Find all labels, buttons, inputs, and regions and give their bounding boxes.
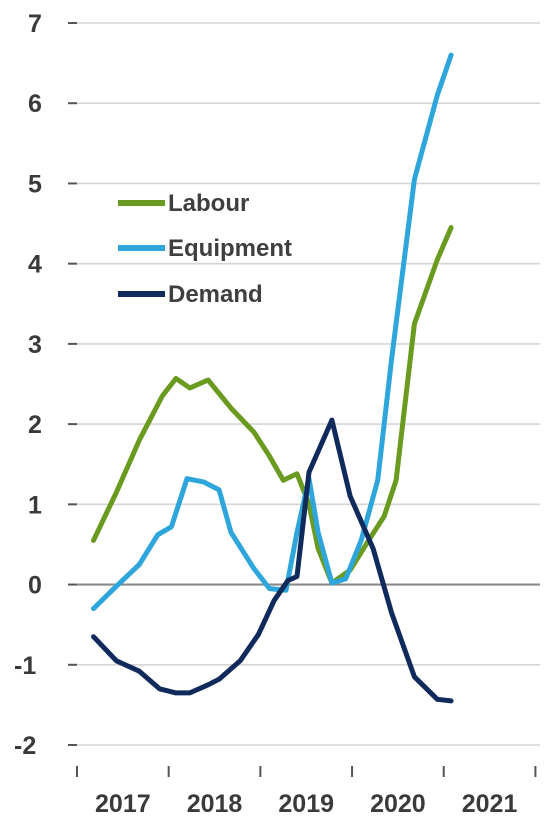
x-category-label: 2019 [278, 790, 334, 818]
y-tick-label: 2 [28, 411, 42, 439]
x-category-label: 2017 [95, 790, 151, 818]
y-tick-label: 0 [28, 572, 42, 600]
legend-label-labour: Labour [168, 190, 249, 217]
y-tick-label: 3 [28, 331, 42, 359]
axis-layer: 7 6 5 4 3 2 1 0 -1 -2 2017 2018 2019 2020 2021 [14, 10, 537, 818]
y-tick-label: 5 [28, 170, 42, 198]
y-tick-label: 4 [28, 251, 42, 279]
y-tick-label: -2 [14, 732, 36, 760]
y-tick-label: 7 [28, 10, 42, 38]
x-category-label: 2018 [187, 790, 243, 818]
y-tick-label: 1 [28, 491, 42, 519]
series-line-equipment [91, 52, 454, 612]
series-line-demand [91, 417, 454, 704]
legend-label-demand: Demand [168, 281, 263, 308]
legend-layer: Labour Equipment Demand [118, 190, 292, 308]
x-category-label: 2021 [462, 790, 518, 818]
series-layer [91, 52, 454, 704]
grid-layer [77, 22, 540, 746]
legend-label-equipment: Equipment [168, 235, 292, 262]
y-tick-label: -1 [14, 652, 36, 680]
y-tick-label: 6 [28, 90, 42, 118]
x-category-label: 2020 [370, 790, 426, 818]
series-line-labour [91, 225, 454, 586]
